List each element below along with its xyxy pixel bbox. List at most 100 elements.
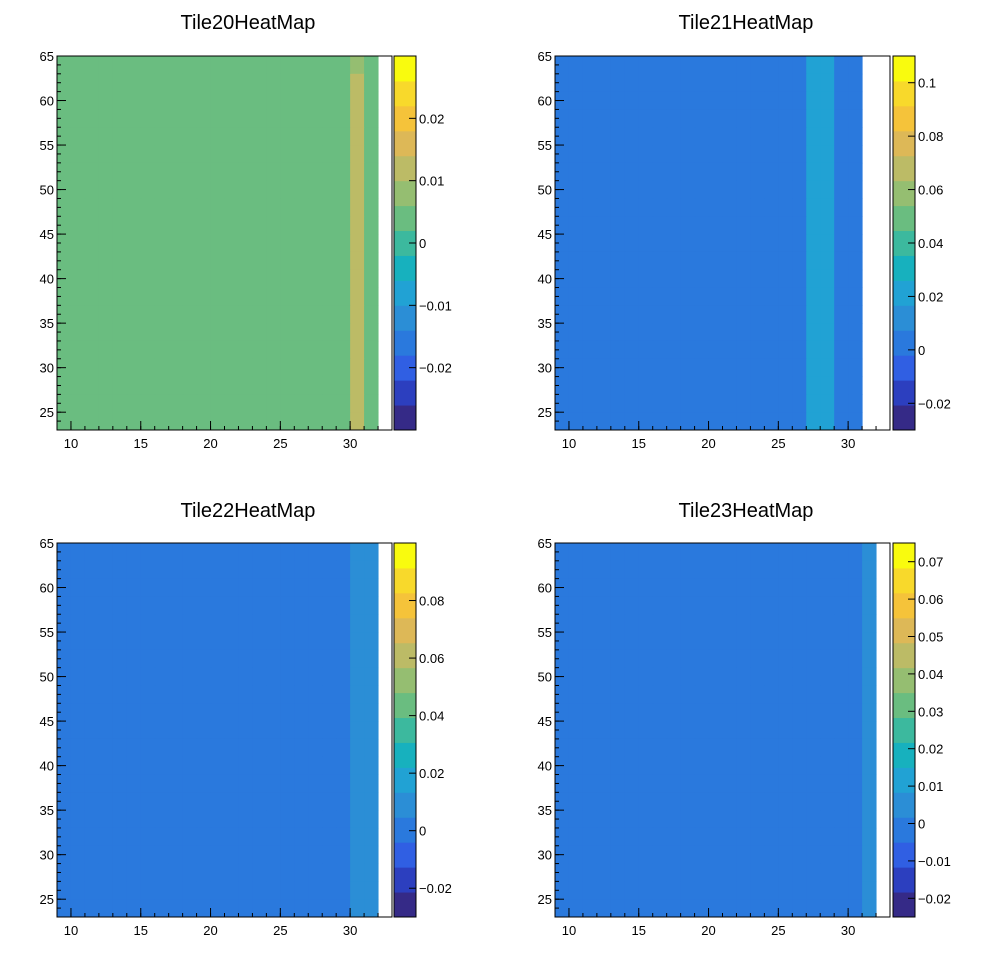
- heatmap-cell: [555, 216, 570, 235]
- heatmap-cell: [210, 180, 225, 199]
- heatmap-cell: [736, 827, 751, 847]
- heatmap-cell: [252, 881, 267, 900]
- heatmap-cell: [596, 703, 612, 722]
- heatmap-cell: [596, 560, 612, 580]
- heatmap-cell: [57, 632, 72, 651]
- x-tick-label: 10: [562, 923, 576, 938]
- colorbar-swatch: [893, 380, 915, 406]
- heatmap-cell: [848, 632, 863, 651]
- heatmap-cell: [834, 649, 849, 669]
- heatmap-cell: [98, 756, 114, 776]
- colorbar-frame: [393, 542, 417, 918]
- heatmap-cell: [680, 810, 696, 829]
- heatmap-cell: [610, 412, 626, 431]
- heatmap-cell: [610, 774, 626, 793]
- heatmap-cell: [736, 340, 751, 360]
- x-tick-label: 25: [771, 923, 785, 938]
- heatmap-cell: [196, 827, 212, 847]
- heatmap-cell: [694, 251, 710, 271]
- y-tick-label: 55: [40, 625, 54, 640]
- heatmap-cell: [694, 234, 710, 253]
- heatmap-cell: [806, 863, 821, 882]
- heatmap-cell: [57, 251, 72, 271]
- heatmap-cell: [112, 56, 128, 75]
- heatmap-cell: [820, 827, 835, 847]
- heatmap-cell: [694, 792, 710, 811]
- heatmap-cell: [322, 899, 337, 918]
- heatmap-cell: [336, 827, 351, 847]
- heatmap-cell: [694, 109, 710, 128]
- heatmap-cell: [638, 73, 654, 93]
- colorbar-swatch: [893, 105, 915, 132]
- heatmap-cell: [182, 412, 198, 431]
- heatmap-cell: [764, 845, 779, 865]
- heatmap-cell: [196, 774, 212, 793]
- heatmap-cell: [596, 649, 612, 669]
- heatmap-cell: [638, 899, 654, 918]
- heatmap-cell: [308, 667, 323, 686]
- heatmap-cell: [708, 632, 723, 651]
- y-tick-label: 40: [538, 272, 552, 287]
- heatmap-cell: [322, 269, 337, 289]
- heatmap-cell: [350, 376, 365, 395]
- heatmap-cell: [336, 703, 351, 722]
- heatmap-cell: [624, 703, 640, 722]
- heatmap-cell: [84, 91, 100, 110]
- heatmap-cell: [638, 649, 654, 669]
- heatmap-cell: [154, 358, 170, 378]
- heatmap-cell: [84, 180, 100, 199]
- heatmap-cell: [555, 738, 570, 758]
- heatmap-cell: [568, 91, 584, 110]
- heatmap-cell: [224, 323, 239, 342]
- heatmap-cell: [848, 543, 863, 562]
- heatmap-cell: [294, 827, 309, 847]
- heatmap-cell: [224, 358, 239, 378]
- heatmap-cell: [322, 234, 337, 253]
- heatmap-cell: [722, 721, 737, 740]
- heatmap-cell: [834, 234, 849, 253]
- heatmap-cell: [722, 412, 737, 431]
- heatmap-cell: [182, 596, 198, 615]
- heatmap-cell: [294, 376, 309, 395]
- heatmap-cell: [336, 756, 351, 776]
- heatmap-cell: [736, 810, 751, 829]
- heatmap-cell: [806, 269, 821, 289]
- heatmap-cell: [820, 810, 835, 829]
- x-tick-label: 25: [771, 436, 785, 451]
- heatmap-cell: [336, 251, 351, 271]
- heatmap-cell: [778, 56, 793, 75]
- y-tick-label: 60: [538, 581, 552, 596]
- heatmap-cell: [820, 614, 835, 633]
- heatmap-cell: [308, 827, 323, 847]
- heatmap-cell: [582, 127, 598, 146]
- heatmap-cell: [750, 198, 765, 217]
- heatmap-cell: [708, 56, 723, 75]
- heatmap-cell: [708, 578, 723, 597]
- heatmap-cell: [364, 109, 379, 128]
- heatmap-cell: [764, 109, 779, 128]
- heatmap-cell: [126, 251, 142, 271]
- heatmap-cell: [308, 703, 323, 722]
- heatmap-cell: [210, 632, 225, 651]
- heatmap-cell: [750, 251, 765, 271]
- heatmap-cell: [70, 305, 86, 324]
- heatmap-cell: [736, 269, 751, 289]
- heatmap-cell: [750, 543, 765, 562]
- heatmap-cell: [652, 251, 668, 271]
- heatmap-cell: [680, 287, 696, 306]
- heatmap-cell: [778, 738, 793, 758]
- heatmap-cell: [848, 827, 863, 847]
- heatmap-cell: [266, 127, 281, 146]
- heatmap-cell: [350, 899, 365, 918]
- heatmap-cell: [708, 340, 723, 360]
- heatmap-cell: [126, 376, 142, 395]
- heatmap-cell: [778, 109, 793, 128]
- heatmap-cell: [57, 216, 72, 235]
- heatmap-cell: [364, 810, 379, 829]
- heatmap-cell: [364, 162, 379, 182]
- heatmap-cell: [792, 667, 807, 686]
- heatmap-cell: [294, 721, 309, 740]
- heatmap-cell: [820, 863, 835, 882]
- heatmap-cell: [350, 774, 365, 793]
